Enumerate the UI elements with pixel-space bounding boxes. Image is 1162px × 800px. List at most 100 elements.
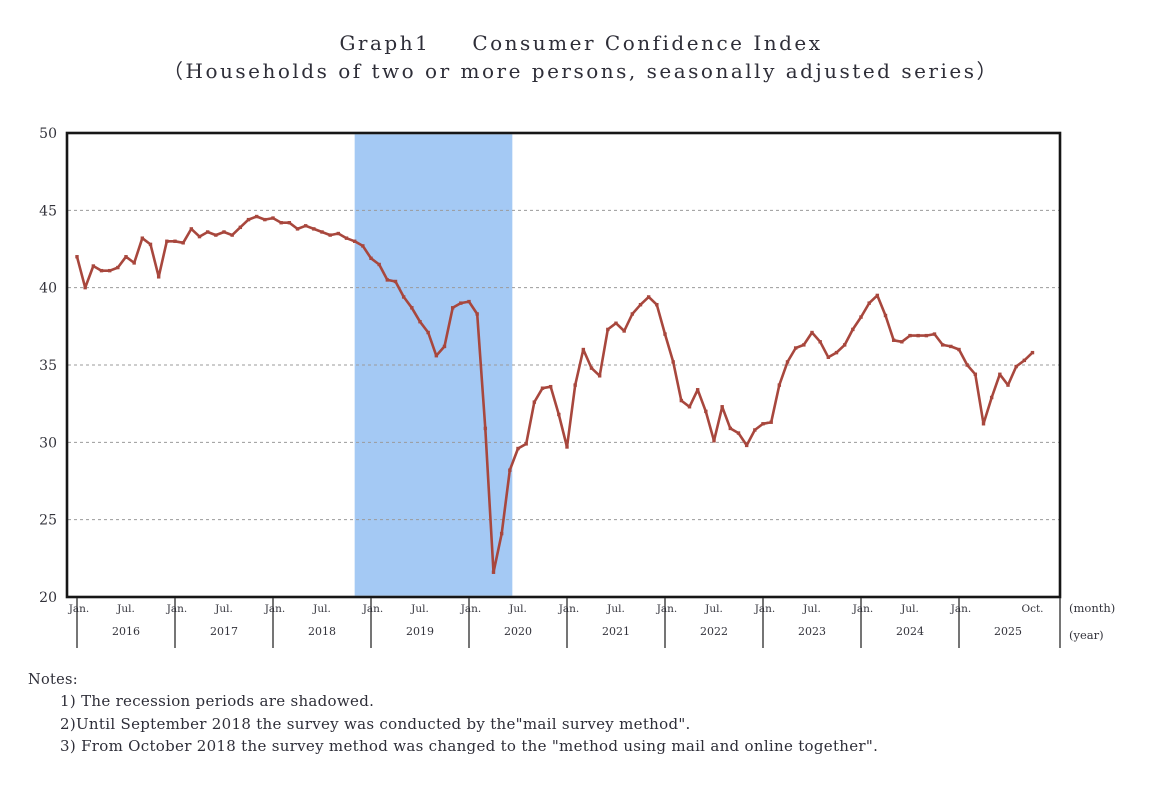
data-point-marker (744, 443, 749, 448)
data-point-marker (614, 321, 618, 325)
month-label: Jan. (166, 603, 188, 615)
year-label: 2019 (406, 625, 434, 638)
month-label: Jul. (508, 603, 527, 615)
data-point-marker (508, 468, 512, 472)
data-point-marker (475, 312, 479, 316)
data-point-marker (295, 227, 300, 231)
data-point-marker (189, 227, 194, 231)
data-point-marker (499, 531, 504, 536)
data-point-marker (83, 285, 87, 290)
data-point-marker (687, 405, 692, 409)
data-point-marker (238, 225, 243, 230)
month-label: Jan. (754, 603, 776, 615)
data-point-marker (320, 230, 324, 234)
month-label: Jul. (802, 603, 821, 615)
data-point-marker (842, 343, 847, 347)
month-label: Jan. (656, 603, 678, 615)
month-label: Jan. (558, 603, 580, 615)
data-point-marker (1014, 364, 1018, 369)
data-point-marker (720, 405, 724, 409)
data-point-marker (312, 227, 316, 231)
data-point-marker (973, 372, 978, 376)
data-point-marker (728, 426, 733, 431)
data-point-marker (369, 256, 373, 260)
data-point-marker (606, 327, 610, 332)
data-point-marker (450, 306, 455, 310)
plot-frame (65, 131, 1062, 599)
y-axis-label: 35 (39, 358, 57, 374)
data-point-marker (769, 420, 773, 424)
data-point-marker (793, 346, 798, 350)
data-point-marker (630, 312, 635, 316)
data-point-marker (156, 275, 161, 279)
y-axis-label: 45 (39, 203, 57, 219)
data-point-marker (410, 306, 414, 310)
data-point-marker (107, 268, 112, 273)
data-point-marker (761, 422, 765, 426)
month-label: Oct. (1021, 603, 1043, 615)
data-point-marker (132, 261, 136, 265)
data-point-marker (646, 295, 651, 299)
data-point-marker (867, 301, 871, 305)
page-title: Graph1 Consumer Confidence Index (60, 30, 1102, 56)
data-point-marker (352, 239, 357, 243)
data-point-marker (254, 214, 259, 219)
data-point-marker (344, 236, 349, 240)
data-point-marker (214, 233, 218, 237)
data-point-marker (565, 445, 569, 449)
data-point-marker (75, 255, 79, 259)
data-point-marker (891, 338, 896, 342)
data-point-marker (736, 431, 741, 435)
data-point-marker (1022, 358, 1027, 363)
note-item: 2)Until September 2018 the survey was co… (60, 714, 691, 733)
graph-number-label: Graph1 (339, 31, 431, 55)
data-point-marker (949, 344, 953, 349)
data-point-marker (818, 340, 822, 344)
data-point-marker (532, 400, 537, 404)
notes-block: Notes: 1) The recession periods are shad… (0, 670, 1162, 758)
month-label: Jul. (704, 603, 723, 615)
data-point-marker (418, 319, 422, 324)
data-point-marker (222, 230, 226, 234)
month-label: Jan. (264, 603, 286, 615)
year-label: 2022 (700, 625, 728, 638)
data-point-marker (548, 384, 553, 389)
page-subtitle: （Households of two or more persons, seas… (163, 59, 999, 83)
data-point-marker (393, 279, 398, 284)
data-point-marker (712, 439, 716, 443)
data-point-marker (491, 570, 496, 574)
data-point-marker (834, 350, 839, 355)
data-point-marker (638, 302, 643, 307)
year-label: 2016 (112, 625, 140, 638)
data-point-marker (581, 347, 586, 352)
data-point-marker (173, 239, 177, 243)
data-point-marker (434, 354, 439, 358)
data-point-marker (932, 332, 937, 336)
year-label: 2018 (308, 625, 336, 638)
notes-label: Notes: (28, 672, 78, 688)
data-point-marker (467, 299, 471, 304)
data-point-marker (557, 412, 561, 417)
data-point-marker (483, 426, 488, 431)
data-point-marker (753, 428, 757, 432)
data-point-marker (663, 332, 667, 336)
data-point-marker (883, 313, 888, 318)
data-point-marker (704, 409, 708, 414)
y-axis-label: 40 (39, 281, 57, 297)
data-point-marker (622, 329, 626, 333)
y-axis-label: 25 (39, 513, 57, 529)
data-point-marker (99, 268, 104, 273)
data-point-marker (875, 293, 880, 298)
data-point-marker (940, 343, 945, 347)
data-point-marker (597, 374, 602, 378)
data-point-marker (459, 301, 463, 305)
data-point-marker (246, 217, 251, 222)
data-point-marker (916, 333, 920, 338)
data-point-marker (516, 446, 520, 451)
chart-area: 20 25 30 35 40 45 50 Jan. Jul. 2016 Jan. Jul. 2017 Ja… (0, 118, 1162, 664)
year-unit-label: (year) (1069, 628, 1104, 642)
data-point-marker (361, 244, 365, 248)
data-point-marker (900, 340, 904, 344)
data-point-marker (589, 366, 594, 370)
